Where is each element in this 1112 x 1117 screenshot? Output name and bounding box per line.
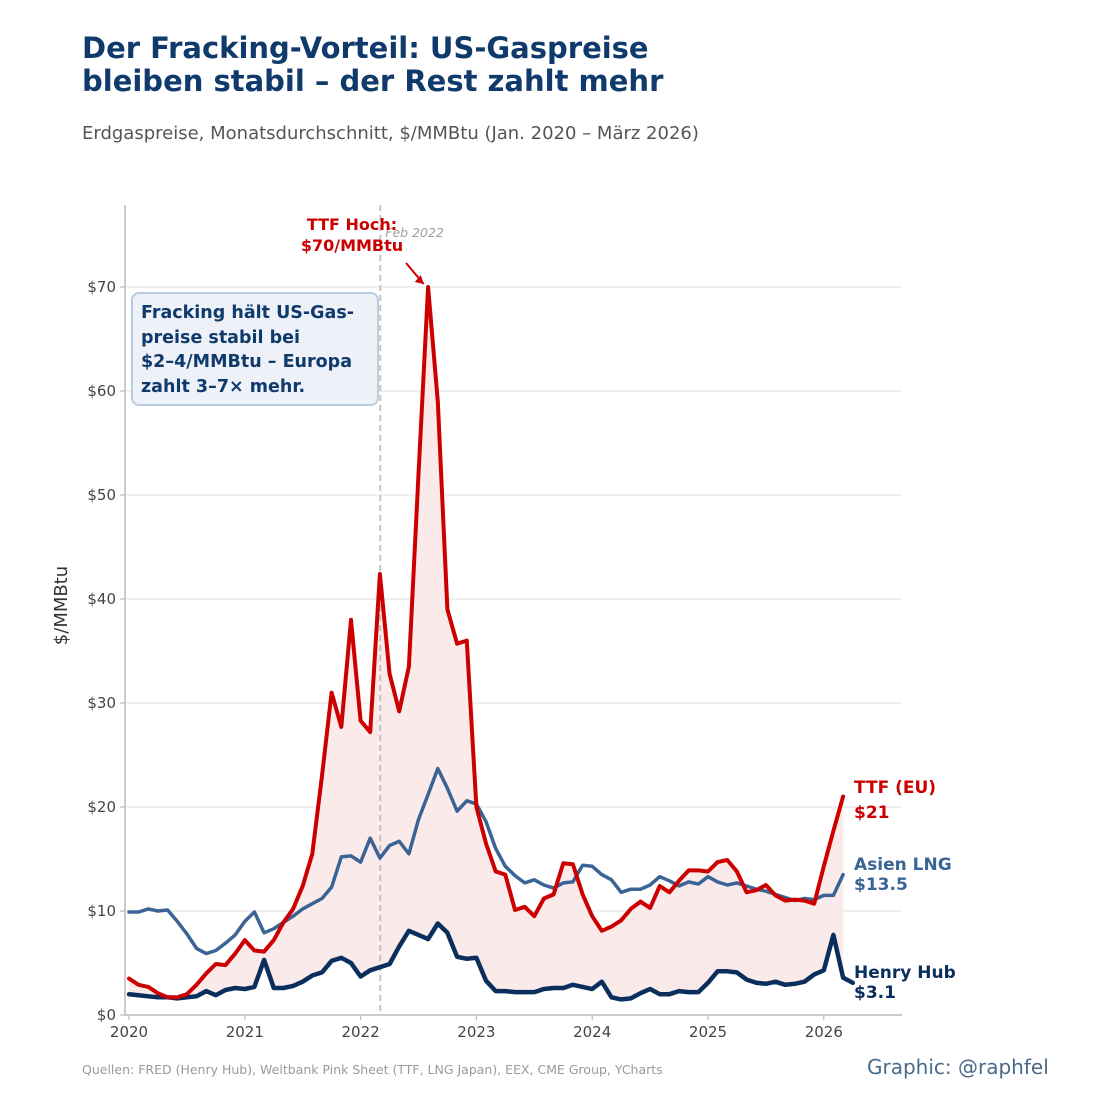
series-value-ttf: $21 [854, 803, 890, 823]
peak-arrow-head [414, 275, 424, 284]
x-tick-label: 2020 [110, 1023, 148, 1041]
graphic-credit: Graphic: @raphfel [867, 1055, 1049, 1079]
spread-fill-area [129, 287, 844, 1000]
series-label-hh: Henry Hub [854, 963, 956, 983]
series-line-lng [127, 766, 845, 956]
y-tick-label: $50 [87, 486, 116, 504]
series-label-ttf: TTF (EU) [854, 778, 936, 798]
annotation-line-3: $2–4/MMBtu – Europa [141, 352, 352, 372]
y-tick-label: $20 [87, 798, 116, 816]
peak-label-line-2: $70/MMBtu [301, 236, 403, 255]
chart-subtitle: Erdgaspreise, Monatsdurchschnitt, $/MMBt… [82, 123, 699, 144]
title-line-1: Der Fracking-Vorteil: US-Gaspreise [82, 31, 649, 65]
y-tick-label: $10 [87, 902, 116, 920]
chart-title: Der Fracking-Vorteil: US-Gaspreise bleib… [82, 32, 982, 98]
x-tick-label: 2022 [342, 1023, 380, 1041]
y-tick-label: $0 [97, 1006, 116, 1024]
x-tick-label: 2024 [573, 1023, 611, 1041]
peak-label-line-1: TTF Hoch: [307, 215, 397, 234]
series-line-ttf [127, 285, 846, 1000]
x-tick-label: 2023 [457, 1023, 495, 1041]
annotation-line-4: zahlt 3–7× mehr. [141, 376, 306, 397]
x-tick-label: 2025 [689, 1023, 727, 1041]
y-tick-label: $30 [87, 694, 116, 712]
sources-note: Quellen: FRED (Henry Hub), Weltbank Pink… [82, 1062, 663, 1077]
y-tick-label: $70 [87, 278, 116, 296]
series-label-lng: Asien LNG [854, 855, 952, 875]
y-tick-label: $60 [87, 382, 116, 400]
series-value-lng: $13.5 [854, 875, 908, 895]
title-line-2: bleiben stabil – der Rest zahlt mehr [82, 64, 664, 98]
y-axis-label: $/MMBtu [51, 565, 73, 646]
event-marker-label: Feb 2022 [385, 225, 444, 240]
annotation-line-2: preise stabil bei [141, 327, 301, 348]
series-value-hh: $3.1 [854, 983, 896, 1003]
y-tick-label: $40 [87, 590, 116, 608]
series-line-hh [126, 921, 856, 1002]
annotation-line-1: Fracking hält US-Gas- [141, 303, 355, 323]
x-tick-label: 2026 [805, 1023, 843, 1041]
annotation-box: Fracking hält US-Gas- preise stabil bei … [131, 292, 379, 406]
x-tick-label: 2021 [226, 1023, 264, 1041]
